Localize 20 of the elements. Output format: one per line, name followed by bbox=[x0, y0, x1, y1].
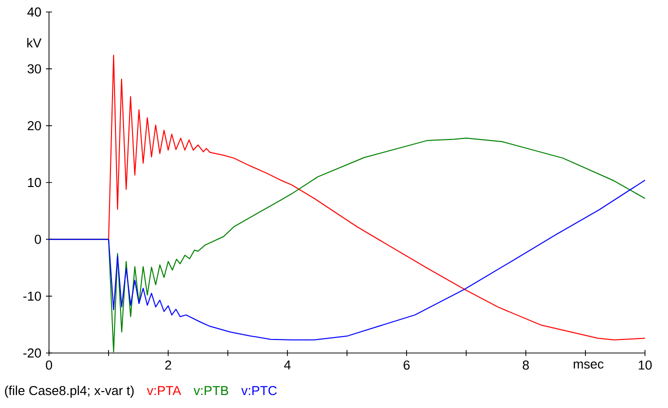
y-tick-label: 40 bbox=[27, 7, 41, 17]
x-tick-label: 6 bbox=[404, 360, 410, 370]
x-tick-label: 10 bbox=[638, 360, 652, 370]
y-axis-title: kV bbox=[27, 38, 42, 48]
y-tick-label: 10 bbox=[28, 178, 41, 188]
y-tick-label: 20 bbox=[28, 121, 41, 130]
text: v:PTB bbox=[194, 386, 228, 395]
text: v:PTA bbox=[146, 386, 182, 395]
x-axis-title: msec bbox=[574, 362, 604, 369]
x-tick-label: 4 bbox=[284, 360, 291, 370]
y-tick-label: 30 bbox=[28, 64, 41, 74]
text: (file Case8.pl4; x-var t) bbox=[4, 386, 134, 398]
text: v:PTC bbox=[241, 386, 277, 396]
x-tick-label: 8 bbox=[522, 360, 529, 370]
y-tick-label: -10 bbox=[23, 292, 41, 301]
y-tick-label: 0 bbox=[34, 234, 41, 244]
x-tick-label: 0 bbox=[46, 360, 52, 370]
line-series bbox=[48, 180, 646, 340]
x-tick-label: 2 bbox=[165, 360, 172, 370]
y-tick-label: -20 bbox=[23, 348, 41, 358]
